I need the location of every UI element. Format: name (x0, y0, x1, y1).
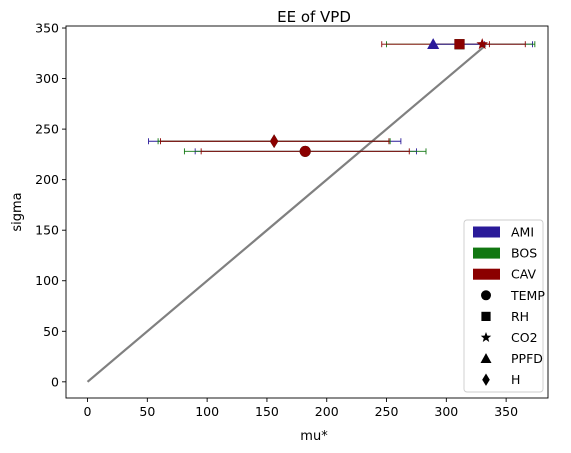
point-cav-rh (454, 39, 464, 49)
y-tick-label: 100 (35, 273, 59, 288)
x-tick-label: 100 (195, 404, 219, 419)
x-tick-label: 0 (84, 404, 92, 419)
x-tick-label: 200 (315, 404, 339, 419)
legend-label-rh: RH (511, 309, 529, 324)
legend-label-cav: CAV (511, 267, 536, 282)
legend-label-ppfd: PPFD (511, 351, 543, 366)
y-axis: 0 50 100 150 200 250 300 350 (35, 21, 66, 390)
y-tick-label: 350 (35, 21, 59, 36)
legend-label-h: H (511, 372, 520, 387)
x-tick-label: 150 (255, 404, 279, 419)
chart-title: EE of VPD (277, 8, 351, 26)
y-axis-label: sigma (10, 192, 25, 231)
x-tick-label: 350 (494, 404, 518, 419)
legend-label-ami: AMI (511, 225, 534, 240)
x-tick-label: 50 (139, 404, 155, 419)
legend-label-bos: BOS (511, 246, 537, 261)
y-tick-label: 300 (35, 71, 59, 86)
legend: AMI BOS CAV TEMP RH CO2 PPFD H (464, 220, 545, 392)
legend-label-co2: CO2 (511, 330, 538, 345)
y-tick-label: 50 (43, 324, 59, 339)
y-tick-label: 250 (35, 122, 59, 137)
legend-marker-temp (481, 290, 491, 300)
y-tick-label: 0 (51, 374, 59, 389)
y-tick-label: 200 (35, 172, 59, 187)
x-tick-label: 300 (434, 404, 458, 419)
legend-marker-rh (481, 312, 490, 321)
point-cav-temp (300, 146, 311, 157)
legend-swatch-cav (473, 269, 500, 280)
x-axis: 0 50 100 150 200 250 300 350 (84, 398, 519, 419)
legend-swatch-bos (473, 248, 500, 259)
x-tick-label: 250 (375, 404, 399, 419)
x-axis-label: mu* (300, 429, 328, 444)
legend-swatch-ami (473, 227, 500, 238)
y-tick-label: 150 (35, 223, 59, 238)
legend-label-temp: TEMP (510, 288, 545, 303)
